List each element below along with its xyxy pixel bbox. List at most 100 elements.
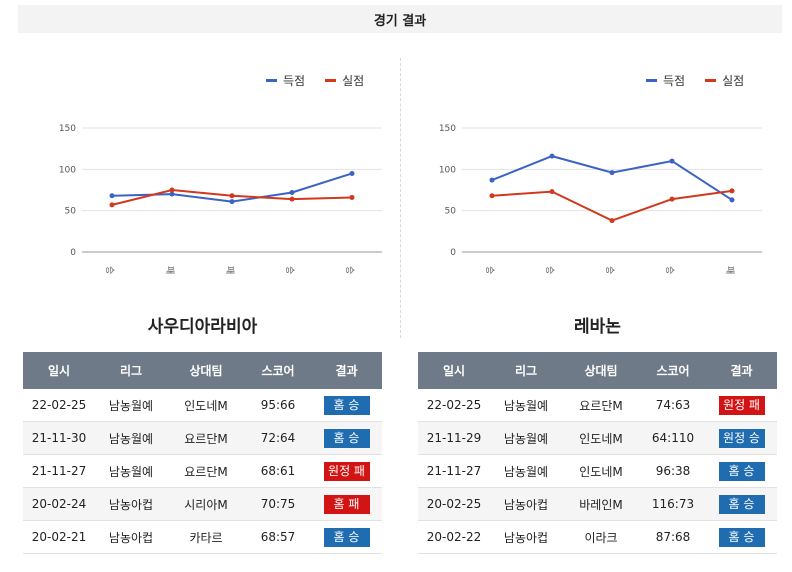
cell-league: 남농월예 (95, 454, 167, 488)
result-badge: 원정 패 (323, 461, 370, 481)
col-opponent: 상대팀 (562, 352, 640, 389)
legend-scored[interactable]: 득점 (646, 72, 685, 89)
y-tick-label: 0 (450, 248, 456, 258)
result-badge: 홈 승 (323, 527, 370, 547)
cell-opponent: 요르단M (167, 421, 245, 455)
cell-date: 20-02-24 (23, 487, 95, 521)
data-point (489, 193, 495, 199)
data-point (349, 194, 355, 200)
cell-league: 남농아컵 (95, 487, 167, 521)
data-point (169, 187, 175, 193)
table-row: 21-11-30 남농월예 요르단M 72:64 홈 승 (23, 421, 382, 455)
col-date: 일시 (418, 352, 490, 389)
saudi-chart: 득점 실점 0 50 100 150 승 패 패 승 승 (50, 60, 382, 280)
col-result: 결과 (706, 352, 777, 389)
legend-conceded[interactable]: 실점 (705, 72, 744, 89)
data-point (109, 193, 115, 199)
data-point (609, 170, 615, 176)
data-point (549, 189, 555, 195)
cell-score: 74:63 (640, 389, 706, 422)
column-divider (400, 58, 401, 338)
cell-score: 64:110 (640, 421, 706, 455)
col-date: 일시 (23, 352, 95, 389)
data-point (229, 193, 235, 199)
cell-league: 남농아컵 (490, 520, 562, 554)
result-badge: 원정 승 (718, 428, 765, 448)
cell-league: 남농월예 (490, 421, 562, 455)
cell-opponent: 인도네M (562, 454, 640, 488)
cell-score: 68:61 (245, 454, 311, 488)
x-tick-label: 패 (224, 266, 235, 274)
legend-conceded-swatch (325, 79, 337, 82)
legend-scored-label: 득점 (663, 74, 686, 88)
cell-date: 21-11-27 (23, 454, 95, 488)
cell-opponent: 카타르 (167, 520, 245, 554)
legend-conceded-label: 실점 (342, 74, 365, 88)
cell-league: 남농월예 (95, 421, 167, 455)
cell-result: 홈 승 (706, 520, 777, 554)
data-point (169, 191, 175, 197)
data-point (109, 202, 115, 208)
cell-date: 20-02-21 (23, 520, 95, 554)
result-badge: 원정 패 (718, 395, 765, 415)
x-tick-label: 패 (164, 266, 175, 274)
legend-scored-label: 득점 (283, 74, 306, 88)
cell-result: 홈 승 (311, 520, 382, 554)
cell-result: 홈 승 (311, 421, 382, 455)
cell-date: 22-02-25 (23, 389, 95, 422)
legend-conceded-swatch (705, 79, 717, 82)
data-point (489, 177, 495, 183)
cell-score: 72:64 (245, 421, 311, 455)
data-point (669, 158, 675, 164)
legend-scored-swatch (266, 79, 277, 82)
x-tick-label: 승 (104, 266, 115, 274)
data-point (729, 188, 735, 194)
chart-legend: 득점 실점 (646, 72, 744, 89)
chart-svg: 0 50 100 150 승 승 승 승 패 (439, 124, 762, 274)
cell-opponent: 요르단M (562, 389, 640, 422)
results-table-saudi: 일시 리그 상대팀 스코어 결과 22-02-25 남농월예 인도네M 95:66 홈 … (23, 352, 382, 554)
cell-opponent: 인도네M (562, 421, 640, 455)
x-tick-label: 승 (664, 266, 675, 274)
cell-result: 홈 승 (706, 487, 777, 521)
legend-scored-swatch (646, 79, 657, 82)
x-tick-label: 승 (284, 266, 295, 274)
y-tick-label: 50 (65, 207, 77, 217)
table-row: 21-11-29 남농월예 인도네M 64:110 원정 승 (418, 421, 777, 455)
cell-result: 원정 패 (706, 389, 777, 422)
table-row: 21-11-27 남농월예 인도네M 96:38 홈 승 (418, 454, 777, 488)
col-score: 스코어 (245, 352, 311, 389)
cell-date: 21-11-30 (23, 421, 95, 455)
cell-league: 남농월예 (490, 389, 562, 422)
x-tick-label: 승 (484, 266, 495, 274)
data-point (729, 197, 735, 203)
section-title: 경기 결과 (373, 13, 427, 29)
legend-scored[interactable]: 득점 (266, 72, 305, 89)
x-tick-label: 승 (544, 266, 555, 274)
lebanon-chart: 득점 실점 0 50 100 150 승 승 승 승 패 (430, 60, 762, 280)
cell-date: 20-02-22 (418, 520, 490, 554)
col-league: 리그 (95, 352, 167, 389)
cell-result: 홈 승 (706, 454, 777, 488)
cell-score: 70:75 (245, 487, 311, 521)
y-tick-label: 50 (445, 207, 457, 217)
data-point (669, 196, 675, 202)
chart-svg: 0 50 100 150 승 패 패 승 승 (59, 124, 382, 274)
cell-opponent: 바레인M (562, 487, 640, 521)
col-league: 리그 (490, 352, 562, 389)
cell-league: 남농아컵 (490, 487, 562, 521)
result-badge: 홈 패 (323, 494, 370, 514)
y-tick-label: 100 (439, 165, 456, 175)
result-badge: 홈 승 (718, 461, 765, 481)
cell-result: 원정 승 (706, 421, 777, 455)
table-row: 22-02-25 남농월예 요르단M 74:63 원정 패 (418, 389, 777, 422)
cell-opponent: 이라크 (562, 520, 640, 554)
cell-league: 남농아컵 (95, 520, 167, 554)
cell-opponent: 인도네M (167, 389, 245, 422)
team-title-lebanon: 레바논 (574, 317, 621, 337)
cell-date: 20-02-25 (418, 487, 490, 521)
cell-result: 원정 패 (311, 454, 382, 488)
cell-result: 홈 승 (311, 389, 382, 422)
table-row: 20-02-22 남농아컵 이라크 87:68 홈 승 (418, 520, 777, 554)
legend-conceded[interactable]: 실점 (325, 72, 364, 89)
